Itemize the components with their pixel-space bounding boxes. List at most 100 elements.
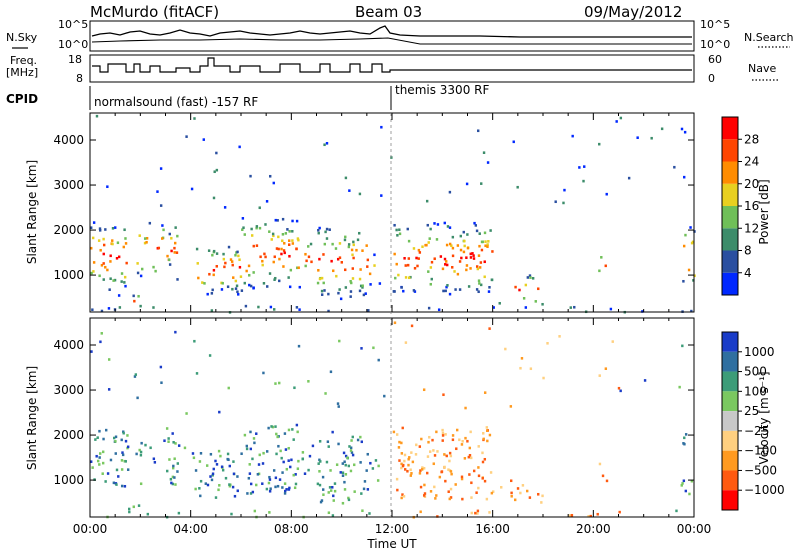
colorbar-swatch <box>722 371 738 392</box>
echo-cell <box>463 244 466 248</box>
echo-cell <box>133 375 137 378</box>
echo-cell <box>123 484 127 488</box>
xtick-label: 20:00 <box>576 522 611 536</box>
echo-cell <box>406 263 410 267</box>
echo-cell <box>344 176 348 180</box>
echo-cell <box>529 367 533 371</box>
echo-cell <box>448 451 452 455</box>
echo-cell <box>280 252 283 256</box>
echo-cell <box>209 452 213 456</box>
echo-cell <box>122 430 125 434</box>
echo-cell <box>427 241 430 244</box>
echo-cell <box>470 496 473 499</box>
echo-cell <box>509 405 513 408</box>
echo-cell <box>483 391 487 394</box>
echo-cell <box>290 458 293 462</box>
echo-cell <box>359 284 363 288</box>
echo-cell <box>461 439 464 443</box>
echo-cell <box>252 271 255 274</box>
echo-cell <box>403 468 407 471</box>
echo-cell <box>273 278 276 281</box>
echo-cell <box>318 483 322 487</box>
echo-cell <box>236 250 239 254</box>
echo-cell <box>99 340 102 344</box>
echo-cell <box>115 483 118 486</box>
echo-cell <box>287 488 291 491</box>
freq-label: Freq. <box>10 54 37 67</box>
echo-cell <box>269 305 273 309</box>
echo-cell <box>464 436 467 440</box>
echo-cell <box>174 483 177 486</box>
echo-cell <box>171 475 175 479</box>
echo-cell <box>690 479 694 483</box>
echo-cell <box>449 496 453 499</box>
power-ylabel: Slant Range [km] <box>25 160 39 264</box>
echo-cell <box>136 271 140 275</box>
colorbar-swatch <box>722 490 738 510</box>
echo-cell <box>251 490 255 494</box>
echo-cell <box>417 257 420 260</box>
echo-cell <box>451 246 455 250</box>
echo-cell <box>249 174 252 178</box>
echo-cell <box>140 441 143 445</box>
echo-cell <box>220 288 224 291</box>
echo-cell <box>531 277 535 280</box>
echo-cell <box>274 382 277 385</box>
echo-cell <box>344 235 347 239</box>
echo-cell <box>291 229 294 233</box>
echo-cell <box>198 487 201 490</box>
echo-cell <box>123 228 126 232</box>
echo-cell <box>229 258 233 261</box>
echo-cell <box>138 234 141 237</box>
echo-cell <box>194 487 197 491</box>
echo-cell <box>424 243 427 247</box>
echo-cell <box>435 238 439 241</box>
echo-cell <box>335 463 339 467</box>
cpid-mode-1: normalsound (fast) -157 RF <box>94 95 258 109</box>
echo-cell <box>481 460 485 464</box>
echo-cell <box>122 431 125 435</box>
echo-cell <box>483 457 487 461</box>
echo-cell <box>120 438 123 442</box>
echo-cell <box>441 428 444 432</box>
echo-cell <box>377 464 380 468</box>
echo-cell <box>684 233 687 237</box>
echo-cell <box>342 451 346 455</box>
echo-cell <box>463 457 467 460</box>
echo-cell <box>486 439 489 443</box>
echo-cell <box>318 439 322 443</box>
echo-cell <box>218 410 221 414</box>
echo-cell <box>258 226 262 230</box>
echo-cell <box>347 245 351 249</box>
echo-cell <box>274 218 277 222</box>
echo-cell <box>139 304 142 308</box>
echo-cell <box>192 456 196 460</box>
echo-cell <box>485 497 489 501</box>
echo-cell <box>408 276 411 280</box>
echo-cell <box>117 294 121 297</box>
echo-cell <box>294 482 298 486</box>
echo-cell <box>210 309 214 312</box>
echo-cell <box>358 289 362 293</box>
echo-cell <box>295 247 298 251</box>
echo-cell <box>433 257 436 261</box>
echo-cell <box>446 263 449 267</box>
echo-cell <box>124 242 128 245</box>
echo-cell <box>174 442 177 445</box>
echo-cell <box>351 435 354 439</box>
nsearch-label: N.Search <box>744 31 794 44</box>
echo-cell <box>350 451 354 454</box>
echo-cell <box>242 226 245 230</box>
echo-cell <box>284 232 288 235</box>
echo-cell <box>282 265 285 268</box>
echo-cell <box>157 246 161 250</box>
echo-cell <box>420 437 423 441</box>
echo-cell <box>261 263 264 267</box>
echo-cell <box>418 471 422 475</box>
echo-cell <box>660 127 664 131</box>
echo-cell <box>604 367 608 371</box>
echo-cell <box>123 275 127 279</box>
echo-cell <box>230 260 234 263</box>
colorbar-tick-label: −1000 <box>744 483 785 497</box>
echo-cell <box>136 262 139 265</box>
